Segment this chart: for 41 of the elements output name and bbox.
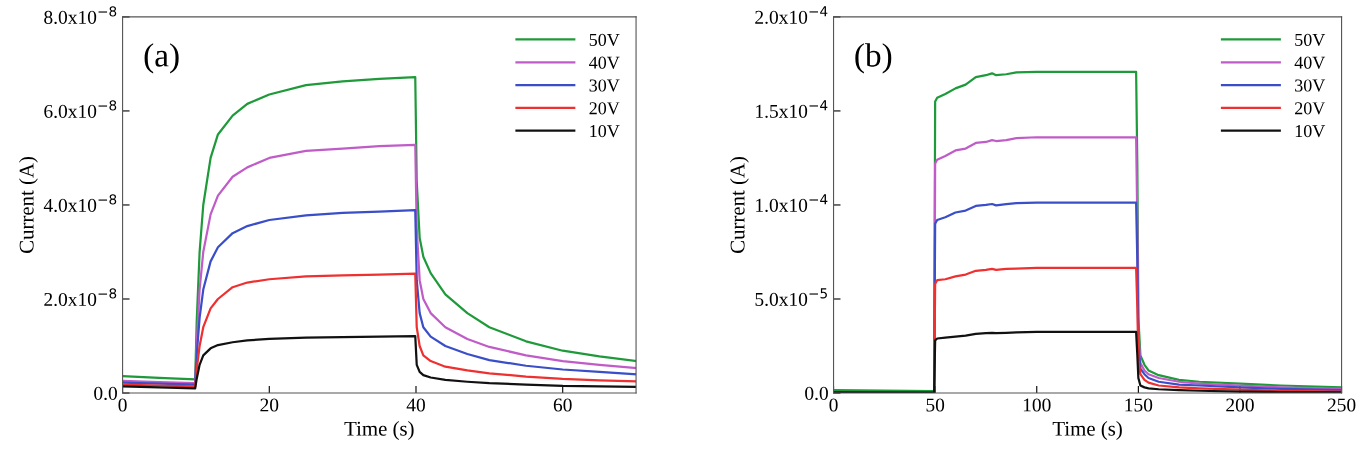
y-tick-label: 5.0x10$^{−5}$ [755, 288, 827, 307]
x-tick-label: 20 [260, 398, 279, 412]
line-series [122, 272, 637, 388]
legend-label: 20V [1295, 102, 1326, 115]
y-axis-title: Current (A) [18, 157, 38, 253]
annotation: (b) [855, 43, 892, 74]
legend-label: 50V [1295, 33, 1326, 47]
y-tick-label: 6.0x10$^{−8}$ [44, 100, 117, 119]
x-tick-label: 0 [829, 398, 838, 412]
y-tick-label: 2.0x10$^{−4}$ [755, 6, 828, 24]
x-tick-label: 50 [926, 398, 945, 412]
line-series [122, 209, 637, 386]
x-tick-label: 0 [118, 398, 127, 412]
y-tick-label: 1.5x10$^{−4}$ [756, 100, 828, 118]
legend-label: 40V [589, 56, 620, 69]
x-tick-label: 100 [1023, 398, 1051, 412]
y-tick-label: 2.0x10$^{−8}$ [44, 288, 117, 307]
legend-label: 20V [589, 102, 620, 115]
annotation: (a) [144, 43, 179, 74]
x-axis-title: Time (s) [344, 421, 414, 440]
y-axis-title: Current (A) [729, 157, 749, 253]
y-tick-label: 0.0 [94, 386, 117, 401]
y-tick-label: 0.0 [805, 386, 828, 401]
line-series [122, 75, 637, 381]
legend-label: 50V [589, 33, 620, 47]
x-tick-label: 200 [1226, 398, 1254, 412]
legend-label: 30V [1295, 79, 1326, 92]
legend-label: 30V [589, 79, 620, 92]
x-axis-title: Time (s) [1052, 421, 1122, 440]
y-tick-label: 4.0x10$^{−8}$ [43, 194, 117, 213]
x-tick-label: 40 [406, 398, 425, 412]
line-series [122, 143, 637, 385]
x-tick-label: 250 [1327, 398, 1356, 412]
legend-label: 40V [1294, 56, 1326, 69]
x-tick-label: 150 [1125, 398, 1153, 412]
legend-label: 10V [1295, 125, 1326, 138]
y-tick-label: 8.0x10$^{−8}$ [44, 6, 117, 25]
y-tick-label: 1.0x10$^{−4}$ [756, 194, 828, 212]
x-tick-label: 60 [553, 398, 572, 412]
line-series [122, 335, 637, 390]
legend-label: 10V [590, 125, 620, 138]
